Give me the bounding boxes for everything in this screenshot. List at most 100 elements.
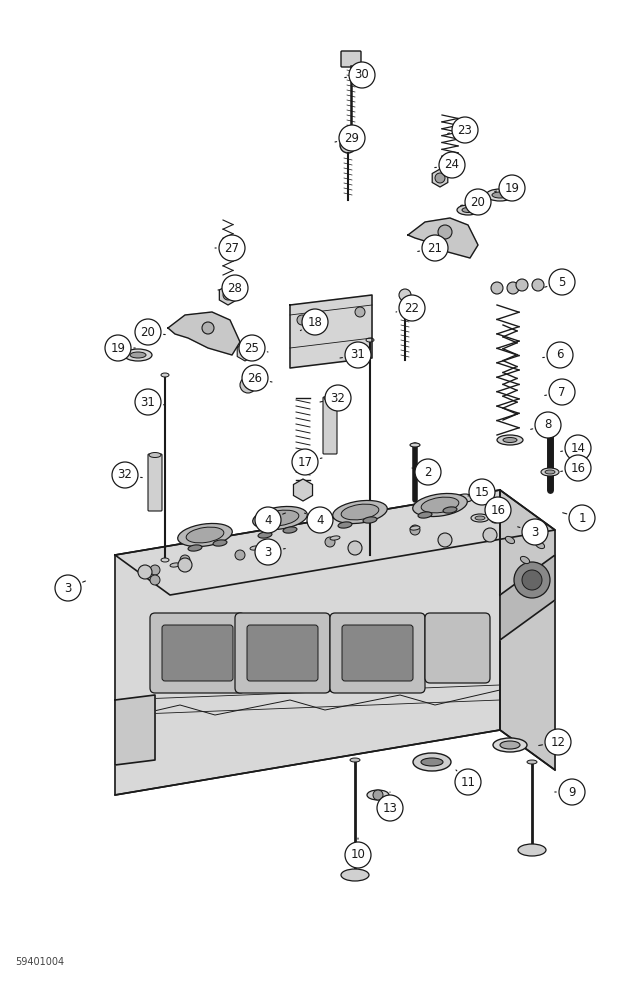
Circle shape bbox=[138, 565, 152, 579]
Ellipse shape bbox=[330, 536, 340, 540]
Circle shape bbox=[565, 435, 591, 461]
Polygon shape bbox=[168, 312, 240, 355]
Ellipse shape bbox=[462, 208, 474, 213]
Text: 21: 21 bbox=[428, 241, 443, 254]
Polygon shape bbox=[115, 490, 500, 795]
Ellipse shape bbox=[471, 514, 489, 522]
Circle shape bbox=[547, 342, 573, 368]
Circle shape bbox=[355, 307, 365, 317]
Circle shape bbox=[255, 539, 281, 565]
Text: 3: 3 bbox=[531, 526, 539, 538]
Circle shape bbox=[465, 189, 491, 215]
Circle shape bbox=[325, 385, 351, 411]
Circle shape bbox=[507, 282, 519, 294]
Circle shape bbox=[522, 570, 542, 590]
Circle shape bbox=[340, 137, 356, 153]
Circle shape bbox=[483, 528, 497, 542]
Circle shape bbox=[178, 558, 192, 572]
Circle shape bbox=[112, 462, 138, 488]
Ellipse shape bbox=[544, 422, 556, 428]
Circle shape bbox=[545, 729, 571, 755]
Circle shape bbox=[490, 513, 500, 523]
Ellipse shape bbox=[186, 527, 224, 543]
Ellipse shape bbox=[367, 790, 389, 800]
Circle shape bbox=[373, 790, 383, 800]
FancyBboxPatch shape bbox=[330, 613, 425, 693]
Text: 17: 17 bbox=[298, 456, 313, 468]
Circle shape bbox=[455, 769, 481, 795]
Circle shape bbox=[532, 279, 544, 291]
Ellipse shape bbox=[521, 556, 529, 564]
Text: 4: 4 bbox=[317, 514, 324, 526]
Ellipse shape bbox=[250, 546, 260, 550]
FancyBboxPatch shape bbox=[425, 613, 490, 683]
Circle shape bbox=[150, 565, 160, 575]
Text: 27: 27 bbox=[224, 241, 239, 254]
Text: 32: 32 bbox=[117, 468, 133, 482]
Circle shape bbox=[325, 537, 335, 547]
Circle shape bbox=[222, 275, 248, 301]
Ellipse shape bbox=[252, 506, 307, 530]
Ellipse shape bbox=[213, 540, 227, 546]
Ellipse shape bbox=[421, 497, 459, 513]
Circle shape bbox=[135, 389, 161, 415]
Ellipse shape bbox=[497, 435, 523, 445]
Text: 2: 2 bbox=[425, 466, 432, 479]
Ellipse shape bbox=[324, 395, 336, 400]
Ellipse shape bbox=[178, 523, 232, 547]
Ellipse shape bbox=[418, 512, 432, 518]
Ellipse shape bbox=[457, 205, 479, 215]
Circle shape bbox=[265, 543, 275, 553]
Text: 28: 28 bbox=[227, 282, 242, 294]
Ellipse shape bbox=[492, 192, 508, 198]
Circle shape bbox=[255, 507, 281, 533]
Text: 31: 31 bbox=[141, 395, 156, 408]
Polygon shape bbox=[290, 295, 372, 368]
Circle shape bbox=[150, 575, 160, 585]
Circle shape bbox=[410, 525, 420, 535]
Text: 19: 19 bbox=[111, 342, 126, 355]
Ellipse shape bbox=[486, 189, 514, 201]
Circle shape bbox=[135, 319, 161, 345]
Circle shape bbox=[522, 519, 548, 545]
Text: 3: 3 bbox=[264, 546, 272, 558]
FancyBboxPatch shape bbox=[323, 397, 337, 454]
Ellipse shape bbox=[283, 527, 297, 533]
Circle shape bbox=[105, 335, 131, 361]
Ellipse shape bbox=[338, 522, 352, 528]
Text: 20: 20 bbox=[470, 196, 485, 209]
Text: 32: 32 bbox=[330, 391, 345, 404]
Ellipse shape bbox=[188, 545, 202, 551]
Circle shape bbox=[349, 62, 375, 88]
Circle shape bbox=[452, 117, 478, 143]
Ellipse shape bbox=[363, 517, 377, 523]
Circle shape bbox=[535, 412, 561, 438]
Ellipse shape bbox=[124, 349, 152, 361]
Circle shape bbox=[435, 173, 445, 183]
Ellipse shape bbox=[443, 507, 457, 513]
Text: 14: 14 bbox=[570, 442, 585, 454]
Text: 26: 26 bbox=[247, 371, 263, 384]
Circle shape bbox=[549, 379, 575, 405]
Ellipse shape bbox=[500, 741, 520, 749]
Circle shape bbox=[559, 779, 585, 805]
Text: 4: 4 bbox=[264, 514, 272, 526]
Text: 25: 25 bbox=[244, 342, 259, 355]
Text: 9: 9 bbox=[568, 786, 576, 798]
Ellipse shape bbox=[413, 753, 451, 771]
Text: 24: 24 bbox=[445, 158, 460, 172]
Ellipse shape bbox=[170, 563, 180, 567]
Text: 5: 5 bbox=[558, 275, 566, 288]
Circle shape bbox=[307, 507, 333, 533]
Ellipse shape bbox=[541, 468, 559, 476]
Text: 22: 22 bbox=[404, 302, 420, 314]
Text: 23: 23 bbox=[458, 123, 472, 136]
Ellipse shape bbox=[503, 438, 517, 442]
Circle shape bbox=[245, 382, 251, 388]
Ellipse shape bbox=[341, 504, 379, 520]
Circle shape bbox=[399, 289, 411, 301]
Circle shape bbox=[438, 533, 452, 547]
Circle shape bbox=[302, 309, 328, 335]
Circle shape bbox=[516, 279, 528, 291]
Ellipse shape bbox=[161, 373, 169, 377]
